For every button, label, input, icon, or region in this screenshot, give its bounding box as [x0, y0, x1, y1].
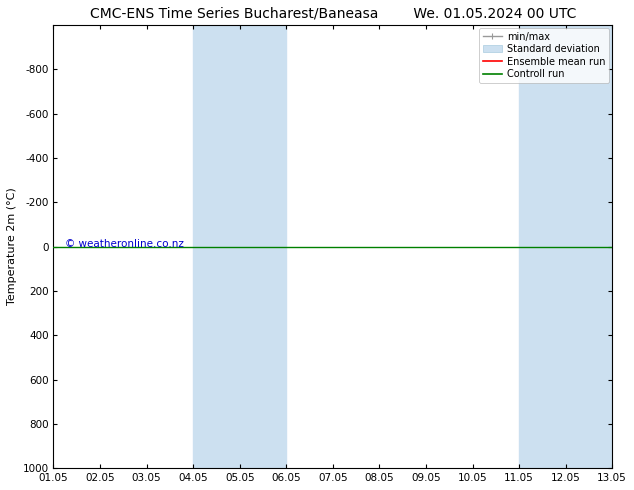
Bar [566, 25, 612, 468]
Text: © weatheronline.co.nz: © weatheronline.co.nz [65, 239, 183, 249]
Title: CMC-ENS Time Series Bucharest/Baneasa        We. 01.05.2024 00 UTC: CMC-ENS Time Series Bucharest/Baneasa We… [89, 7, 576, 21]
Y-axis label: Temperature 2m (°C): Temperature 2m (°C) [7, 188, 17, 305]
Bar [519, 25, 566, 468]
Bar [240, 25, 287, 468]
Legend: min/max, Standard deviation, Ensemble mean run, Controll run: min/max, Standard deviation, Ensemble me… [479, 28, 609, 83]
Bar [193, 25, 240, 468]
